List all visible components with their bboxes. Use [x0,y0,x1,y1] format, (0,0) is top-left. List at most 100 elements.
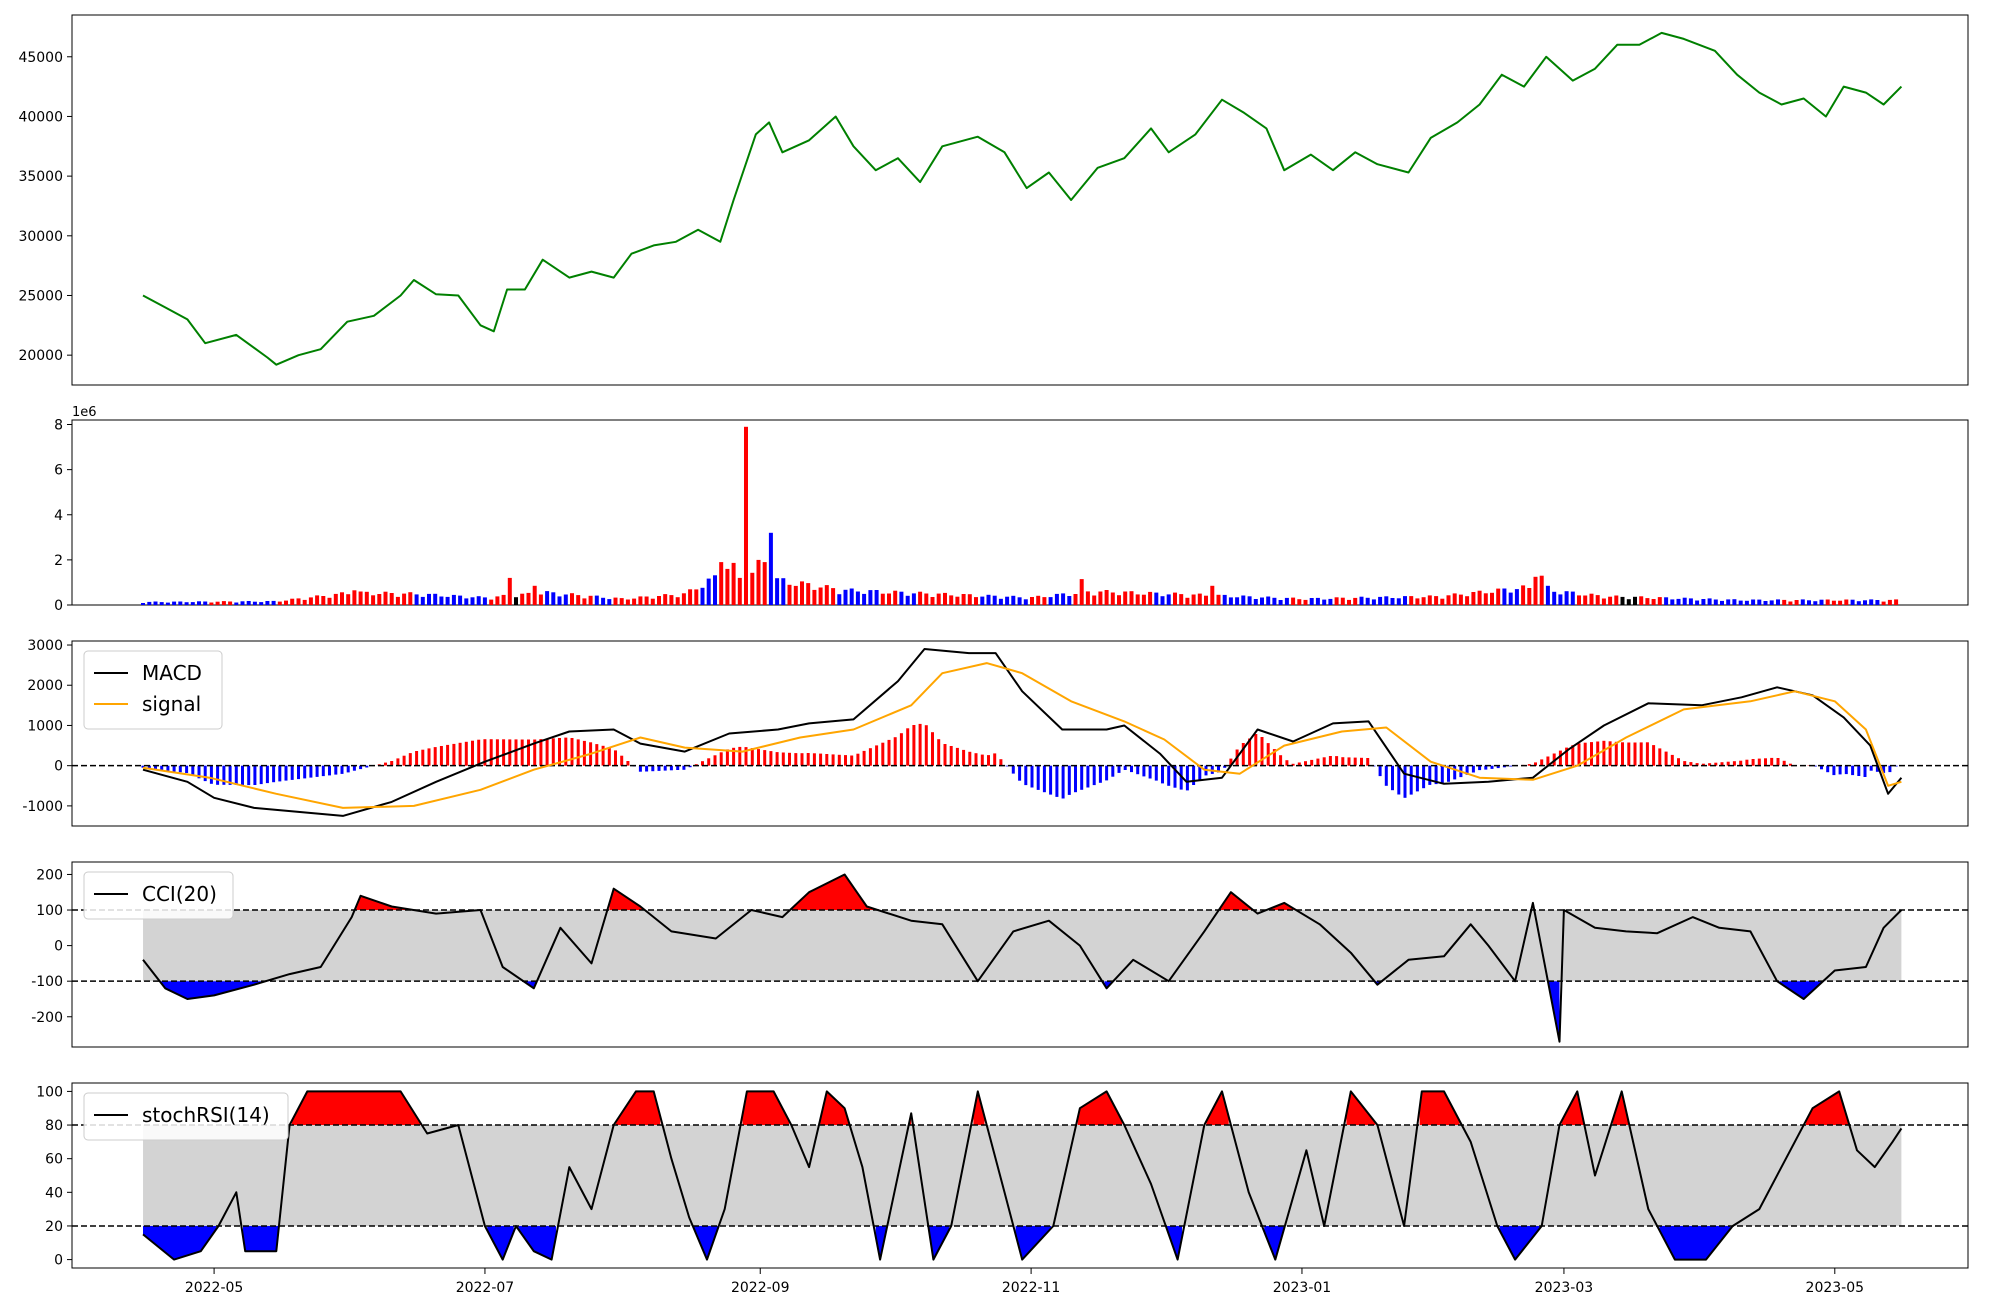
macd-histogram-bar [1074,765,1077,793]
volume-bar [812,589,817,605]
macd-histogram-bar [1353,757,1357,766]
macd-histogram-bar [1844,765,1848,775]
volume-bar [557,596,562,605]
volume-bar [588,595,593,605]
macd-ytick-label: 3000 [27,638,63,654]
stochrsi-overbought-fill [291,1091,421,1125]
macd-histogram-bar [178,765,182,773]
x-tick-label: 2023-01 [1273,1280,1332,1296]
volume-bar [1141,594,1146,605]
volume-bar [1813,601,1818,605]
macd-histogram-bar [1857,765,1861,776]
x-tick-label: 2022-09 [731,1280,790,1296]
macd-histogram-bar [495,739,499,766]
volume-bar [252,601,257,605]
macd-histogram-bar [1888,765,1892,773]
macd-histogram-bar [346,765,350,773]
macd-histogram-bar [1720,762,1724,766]
volume-bar [1104,590,1109,605]
volume-bar [538,594,543,605]
macd-histogram-bar [1266,743,1270,766]
volume-bar [1583,595,1588,605]
volume-bar [352,590,357,605]
volume-bar [793,585,798,605]
stochrsi-oversold-fill [1015,1226,1052,1260]
volume-bar [1776,599,1780,605]
volume-bar [321,596,326,605]
volume-bar [1844,599,1849,605]
macd-histogram-bar [1179,765,1183,790]
cci-ytick-label: 0 [54,939,63,955]
macd-histogram-bar [943,744,947,766]
macd-histogram-bar [701,761,704,766]
volume-bar [1490,592,1494,605]
volume-bar [383,591,388,605]
macd-histogram-bar [359,765,363,770]
macd-histogram-bar [868,748,872,766]
volume-bar [420,596,425,605]
volume-bar [333,593,338,605]
volume-bar [346,594,351,605]
volume-bar [1359,596,1364,605]
stochrsi-ytick-label: 80 [45,1118,63,1134]
macd-histogram-bar [408,753,412,766]
macd-histogram-bar [290,765,294,780]
macd-histogram-bar [1185,765,1189,791]
stochrsi-panel: 0 20 40 60 80 100 stochRSI(14) [36,1082,1969,1269]
macd-histogram-bar [1776,758,1780,766]
volume-bar [389,593,394,605]
macd-histogram-bar [520,739,524,766]
volume-bar [1875,600,1880,605]
macd-histogram-bar [415,751,419,766]
macd-histogram-bar [1471,765,1475,773]
volume-bar [1415,598,1420,605]
macd-histogram-bar [831,754,835,766]
macd-histogram-bar [1782,760,1786,766]
macd-histogram-bar [1105,765,1109,781]
volume-bar [756,559,761,605]
volume-bar [190,602,195,605]
macd-histogram-bar [1304,761,1307,766]
macd-histogram-bar [1602,740,1606,766]
macd-histogram-bar [812,753,816,766]
volume-bar [874,590,879,605]
cci-oversold-fill [160,981,266,999]
volume-bar [1601,598,1606,605]
macd-histogram-bar [1148,765,1152,779]
macd-histogram-bar [539,739,543,766]
macd-histogram-bar [1813,765,1817,767]
volume-bar [1726,599,1731,605]
volume-bar [762,562,767,605]
macd-histogram-bar [1509,765,1513,767]
volume-bar [1284,597,1289,605]
stochrsi-oversold-fill [487,1226,514,1260]
macd-histogram-bar [931,732,934,766]
volume-bar [1881,601,1886,605]
volume-bar [1434,596,1439,605]
macd-histogram-bar [365,765,369,768]
macd-histogram-bar [1770,757,1774,766]
macd-histogram-bar [1335,756,1339,766]
macd-histogram-bar [1664,751,1668,766]
volume-bar [1365,597,1370,605]
stochrsi-band [143,1125,1902,1226]
price-panel: 20000 25000 30000 35000 40000 45000 [18,14,1969,386]
macd-histogram-bar [533,739,537,766]
macd-histogram-bar [564,737,568,766]
volume-bar [501,594,506,605]
stochrsi-overbought-fill [1419,1091,1460,1125]
macd-histogram-bar [141,765,145,768]
cci-overbought-fill [1219,892,1251,910]
macd-histogram-bar [1453,765,1457,780]
macd-histogram-bar [1279,755,1283,766]
macd-histogram-bar [1875,765,1879,772]
macd-histogram-bar [732,747,736,766]
macd-histogram-bar [837,754,841,766]
macd-histogram-bar [1092,765,1096,786]
macd-histogram-bar [1384,765,1388,786]
volume-bar [259,602,264,605]
macd-histogram-bar [402,755,406,766]
volume-frame [71,419,1969,606]
cci-overbought-fill [609,888,643,910]
volume-bar [831,588,836,605]
